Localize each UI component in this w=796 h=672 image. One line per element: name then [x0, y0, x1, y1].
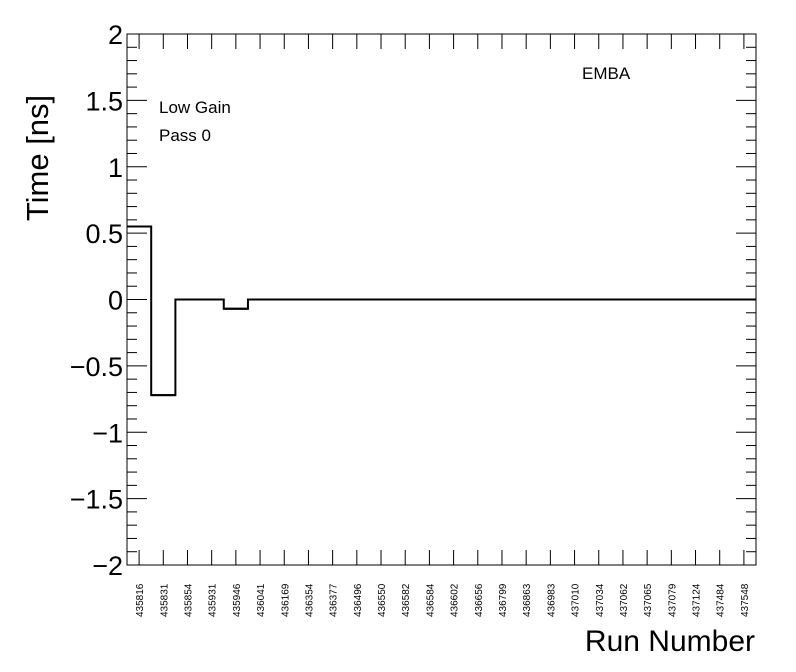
x-tick-label: 436656 [474, 583, 485, 617]
x-tick-label: 437548 [740, 583, 751, 617]
y-tick-label: 1 [108, 153, 123, 183]
x-tick-labels: 435816 435831 435854 435931 435946 436041 4361… [135, 583, 751, 617]
annotation-pass: Pass 0 [159, 126, 211, 145]
x-tick-label: 435946 [232, 583, 243, 617]
x-tick-label: 437034 [595, 583, 606, 617]
y-tick-label: 1.5 [85, 86, 123, 116]
x-tick-label: 437065 [643, 583, 654, 617]
x-tick-label: 436550 [377, 583, 388, 617]
x-tick-label: 435831 [159, 583, 170, 617]
x-tick-label: 436582 [401, 583, 412, 617]
y-tick-label: 2 [108, 20, 123, 50]
y-tick-label: 0.5 [85, 219, 123, 249]
annotation-low-gain: Low Gain [159, 98, 231, 117]
series-line [127, 225, 756, 397]
x-axis-label: Run Number [585, 625, 755, 658]
x-tick-label: 436584 [425, 583, 436, 617]
x-tick-label: 437062 [619, 583, 630, 617]
x-tick-label: 436799 [498, 583, 509, 617]
y-tick-label: −2 [92, 551, 123, 581]
x-tick-label: 435854 [183, 583, 194, 617]
x-tick-label: 436354 [304, 583, 315, 617]
axis-ticks [127, 33, 756, 566]
y-axis-label: Time [ns] [20, 95, 55, 221]
x-tick-label: 437484 [716, 583, 727, 617]
x-tick-label: 436602 [450, 583, 461, 617]
x-tick-label: 437010 [571, 583, 582, 617]
x-tick-label: 436863 [522, 583, 533, 617]
annotation-emba: EMBA [582, 64, 631, 83]
y-tick-label: 0 [108, 286, 123, 316]
y-tick-label: −1.5 [70, 485, 123, 515]
x-tick-label: 436983 [546, 583, 557, 617]
x-tick-label: 435816 [135, 583, 146, 617]
x-tick-label: 435931 [208, 583, 219, 617]
x-tick-label: 437124 [692, 583, 703, 617]
x-tick-label: 436041 [256, 583, 267, 617]
y-tick-label: −1 [92, 418, 123, 448]
x-tick-label: 436496 [353, 583, 364, 617]
bin-marks [127, 225, 756, 397]
x-tick-label: 437079 [667, 583, 678, 617]
x-tick-label: 436377 [329, 583, 340, 617]
x-tick-label: 436169 [280, 583, 291, 617]
y-tick-labels: −2 −1.5 −1 −0.5 0 0.5 1 1.5 2 [70, 20, 123, 581]
y-tick-label: −0.5 [70, 352, 123, 382]
